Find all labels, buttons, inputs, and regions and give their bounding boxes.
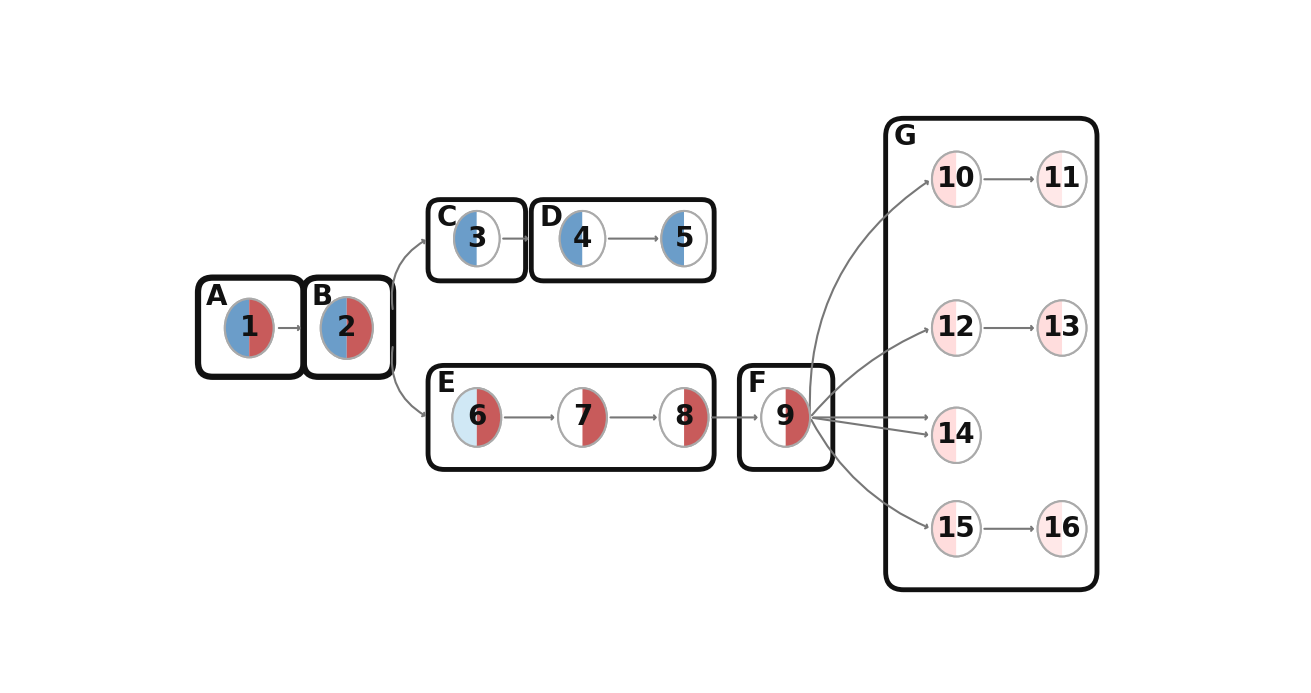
- Ellipse shape: [558, 388, 607, 447]
- Ellipse shape: [932, 300, 981, 356]
- Polygon shape: [582, 211, 606, 266]
- Ellipse shape: [932, 152, 981, 207]
- Polygon shape: [684, 388, 708, 447]
- Polygon shape: [661, 211, 684, 266]
- Polygon shape: [659, 388, 684, 447]
- Polygon shape: [1062, 152, 1087, 207]
- Ellipse shape: [1038, 152, 1087, 207]
- Text: C: C: [437, 204, 456, 232]
- Text: 15: 15: [937, 515, 975, 543]
- Polygon shape: [1038, 300, 1062, 356]
- Text: 3: 3: [467, 225, 486, 253]
- Polygon shape: [452, 388, 477, 447]
- Ellipse shape: [661, 211, 707, 266]
- Polygon shape: [785, 388, 810, 447]
- Text: 9: 9: [776, 403, 796, 432]
- Text: 11: 11: [1042, 165, 1082, 193]
- Polygon shape: [957, 407, 981, 463]
- Polygon shape: [346, 297, 372, 359]
- Polygon shape: [1038, 152, 1062, 207]
- Ellipse shape: [762, 388, 810, 447]
- Text: 2: 2: [337, 314, 357, 342]
- Ellipse shape: [454, 211, 499, 266]
- Polygon shape: [932, 407, 957, 463]
- Text: F: F: [747, 370, 767, 398]
- Text: 8: 8: [674, 403, 694, 432]
- Ellipse shape: [321, 297, 372, 359]
- Polygon shape: [932, 300, 957, 356]
- Text: E: E: [437, 370, 455, 398]
- Text: 16: 16: [1042, 515, 1082, 543]
- Ellipse shape: [932, 407, 981, 463]
- Text: D: D: [539, 204, 562, 232]
- Text: G: G: [894, 123, 916, 151]
- Polygon shape: [684, 211, 707, 266]
- Ellipse shape: [452, 388, 501, 447]
- Polygon shape: [321, 297, 346, 359]
- Polygon shape: [477, 388, 501, 447]
- Text: 10: 10: [937, 165, 975, 193]
- Polygon shape: [582, 388, 607, 447]
- Polygon shape: [957, 300, 981, 356]
- Text: 4: 4: [573, 225, 593, 253]
- Text: B: B: [312, 283, 333, 310]
- Polygon shape: [1062, 501, 1087, 556]
- Polygon shape: [1038, 501, 1062, 556]
- Polygon shape: [225, 299, 249, 358]
- Text: 12: 12: [937, 314, 975, 342]
- Text: 7: 7: [573, 403, 593, 432]
- Text: A: A: [206, 283, 228, 310]
- Polygon shape: [560, 211, 582, 266]
- Polygon shape: [957, 501, 981, 556]
- Ellipse shape: [932, 501, 981, 556]
- Polygon shape: [762, 388, 785, 447]
- Ellipse shape: [1038, 300, 1087, 356]
- Ellipse shape: [659, 388, 708, 447]
- Text: 14: 14: [937, 421, 975, 449]
- Ellipse shape: [1038, 501, 1087, 556]
- Text: 1: 1: [240, 314, 258, 342]
- Ellipse shape: [225, 299, 274, 358]
- Text: 5: 5: [674, 225, 694, 253]
- Polygon shape: [957, 152, 981, 207]
- Polygon shape: [932, 501, 957, 556]
- Polygon shape: [1062, 300, 1087, 356]
- Polygon shape: [932, 152, 957, 207]
- Ellipse shape: [560, 211, 606, 266]
- Text: 6: 6: [467, 403, 486, 432]
- Polygon shape: [477, 211, 499, 266]
- Polygon shape: [249, 299, 274, 358]
- Text: 13: 13: [1042, 314, 1082, 342]
- Polygon shape: [454, 211, 477, 266]
- Polygon shape: [558, 388, 582, 447]
